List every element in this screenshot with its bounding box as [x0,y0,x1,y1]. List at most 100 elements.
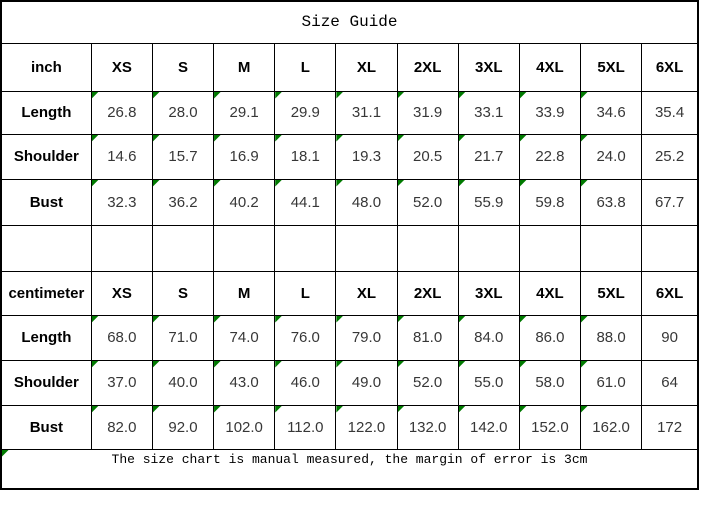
size-cell: 102.0 [213,404,276,450]
size-cell: 55.9 [457,178,520,226]
size-col-header: S [151,42,215,92]
green-triangle-icon [214,316,222,323]
cm-length-row: Length 68.0 71.0 74.0 76.0 79.0 81.0 84.… [0,314,699,361]
green-triangle-icon [459,361,466,368]
size-cell: 43.0 [213,359,276,406]
size-cell: 24.0 [579,133,643,180]
size-cell: 64 [641,359,699,406]
size-col-header: 6XL [641,42,699,92]
green-triangle-icon [275,92,283,99]
green-triangle-icon [398,361,405,368]
green-triangle-icon [214,406,222,413]
size-cell: 33.1 [457,90,520,135]
empty-cell [90,224,153,272]
size-cell: 61.0 [579,359,643,406]
size-cell: 28.0 [151,90,215,135]
green-triangle-icon [336,92,344,99]
green-triangle-icon [92,135,99,142]
green-triangle-icon [520,361,527,368]
size-col-header: 3XL [457,270,520,316]
green-triangle-icon [459,92,466,99]
green-triangle-icon [520,135,527,142]
size-guide-table: Size Guide inch XS S M L XL 2XL 3XL 4XL … [0,0,699,490]
size-cell: 67.7 [641,178,699,226]
green-triangle-icon [2,450,9,457]
green-triangle-icon [336,180,344,187]
row-label: Length [0,90,92,135]
footer-row: The size chart is manual measured, the m… [0,448,699,490]
empty-cell [151,224,215,272]
green-triangle-icon [398,316,405,323]
row-label: Length [0,314,92,361]
empty-cell [396,224,459,272]
size-col-header: 5XL [579,42,643,92]
inch-length-row: Length 26.8 28.0 29.1 29.9 31.1 31.9 33.… [0,90,699,135]
size-col-header: XS [90,42,153,92]
size-col-header: 2XL [396,42,459,92]
size-cell: 31.9 [396,90,459,135]
size-cell: 74.0 [213,314,276,361]
size-cell: 35.4 [641,90,699,135]
green-triangle-icon [520,316,527,323]
size-cell: 152.0 [518,404,582,450]
size-cell: 63.8 [579,178,643,226]
empty-cell [274,224,337,272]
green-triangle-icon [581,92,588,99]
size-col-header: 6XL [641,270,699,316]
green-triangle-icon [398,92,405,99]
green-triangle-icon [153,406,160,413]
size-cell: 86.0 [518,314,582,361]
green-triangle-icon [459,135,466,142]
green-triangle-icon [520,406,527,413]
size-cell: 92.0 [151,404,215,450]
green-triangle-icon [153,92,160,99]
row-label: Bust [0,178,92,226]
green-triangle-icon [336,135,344,142]
size-cell: 29.9 [274,90,337,135]
size-cell: 112.0 [274,404,337,450]
green-triangle-icon [581,180,588,187]
size-cell: 26.8 [90,90,153,135]
size-cell: 55.0 [457,359,520,406]
size-cell: 29.1 [213,90,276,135]
size-col-header: XS [90,270,153,316]
size-cell: 76.0 [274,314,337,361]
empty-cell [579,224,643,272]
size-cell: 132.0 [396,404,459,450]
size-cell: 25.2 [641,133,699,180]
row-label: Bust [0,404,92,450]
cm-shoulder-row: Shoulder 37.0 40.0 43.0 46.0 49.0 52.0 5… [0,359,699,406]
footer-note: The size chart is manual measured, the m… [0,448,699,490]
page-title: Size Guide [0,0,699,44]
green-triangle-icon [520,92,527,99]
size-cell: 14.6 [90,133,153,180]
size-cell: 88.0 [579,314,643,361]
empty-cell [0,224,92,272]
green-triangle-icon [92,361,99,368]
green-triangle-icon [275,361,283,368]
size-cell: 122.0 [335,404,398,450]
green-triangle-icon [336,361,344,368]
cm-bust-row: Bust 82.0 92.0 102.0 112.0 122.0 132.0 1… [0,404,699,450]
green-triangle-icon [153,180,160,187]
green-triangle-icon [92,92,99,99]
size-cell: 79.0 [335,314,398,361]
green-triangle-icon [581,135,588,142]
green-triangle-icon [92,316,99,323]
size-cell: 40.0 [151,359,215,406]
green-triangle-icon [275,180,283,187]
size-cell: 20.5 [396,133,459,180]
size-cell: 36.2 [151,178,215,226]
green-triangle-icon [214,92,222,99]
row-label: Shoulder [0,359,92,406]
spacer-row [0,224,699,272]
green-triangle-icon [398,406,405,413]
green-triangle-icon [520,180,527,187]
empty-cell [213,224,276,272]
green-triangle-icon [398,180,405,187]
green-triangle-icon [214,135,222,142]
green-triangle-icon [459,316,466,323]
size-cell: 68.0 [90,314,153,361]
size-col-header: 3XL [457,42,520,92]
empty-cell [335,224,398,272]
